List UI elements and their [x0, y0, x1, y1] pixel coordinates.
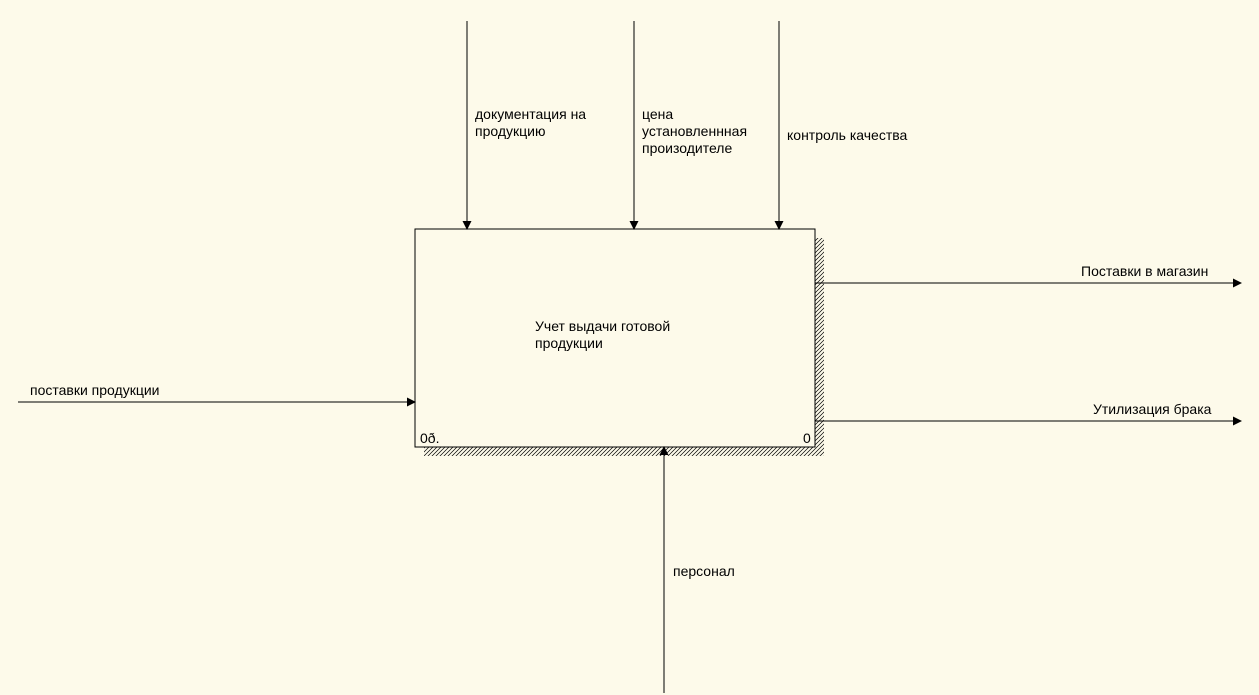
- idef0-diagram: Учет выдачи готовой продукции 0ð. 0 доку…: [0, 0, 1259, 695]
- output-arrow-1: Поставки в магазин: [815, 263, 1241, 283]
- process-box: [415, 229, 815, 447]
- output-arrow-2: Утилизация брака: [815, 401, 1241, 421]
- input-arrow-1: поставки продукции: [18, 382, 415, 402]
- control-arrow-2: цена установленнная произодителе: [634, 21, 751, 229]
- svg-text:документация на продукци: документация на продукцию: [475, 106, 590, 139]
- mechanism-arrow-1: персонал: [664, 447, 735, 693]
- svg-text:Поставки в магазин: Поставки в магазин: [1081, 263, 1208, 279]
- svg-text:контроль качества: контроль качества: [787, 127, 908, 143]
- control-arrow-1: документация на продукцию: [467, 21, 590, 229]
- svg-text:персонал: персонал: [673, 563, 735, 579]
- svg-text:Утилизация брака: Утилизация брака: [1093, 401, 1212, 417]
- box-note-left: 0ð.: [420, 430, 439, 446]
- control-arrow-3: контроль качества: [779, 21, 908, 229]
- svg-text:поставки продукции: поставки продукции: [30, 382, 159, 398]
- svg-text:цена установленнная: цена установленнная произодителе: [642, 106, 751, 156]
- box-note-right: 0: [803, 430, 811, 446]
